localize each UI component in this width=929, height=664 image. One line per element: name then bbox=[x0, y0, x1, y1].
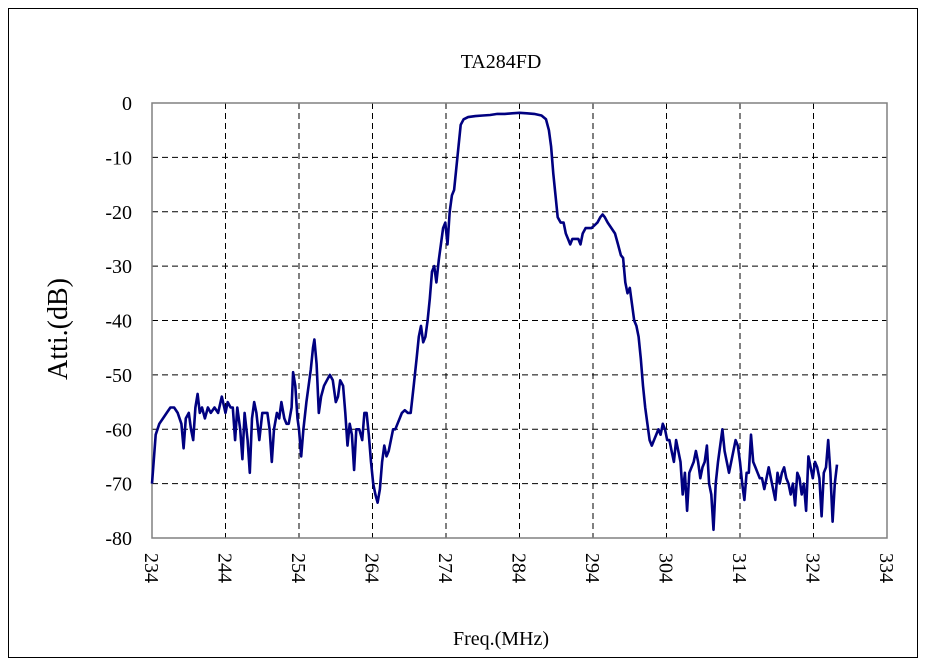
y-tick-label: -40 bbox=[105, 311, 132, 333]
y-tick-labels: 0 -10 -20 -30 -40 -50 -60 -70 -80 bbox=[105, 93, 132, 550]
x-tick-label: 254 bbox=[287, 553, 309, 583]
y-tick-label: 0 bbox=[122, 93, 132, 115]
x-tick-label: 284 bbox=[508, 553, 530, 583]
y-tick-label: -30 bbox=[105, 256, 132, 278]
x-tick-label: 324 bbox=[802, 553, 824, 583]
x-tick-label: 304 bbox=[655, 553, 677, 583]
x-tick-label: 294 bbox=[581, 553, 603, 583]
plot-area bbox=[151, 102, 888, 539]
x-tick-label: 234 bbox=[140, 553, 162, 583]
x-tick-label: 334 bbox=[875, 553, 897, 583]
y-tick-label: -50 bbox=[105, 365, 132, 387]
chart-title: TA284FD bbox=[461, 51, 542, 73]
x-tick-label: 264 bbox=[361, 553, 383, 583]
y-tick-label: -60 bbox=[105, 419, 132, 441]
y-axis-label: Atti.(dB) bbox=[43, 278, 74, 380]
chart-svg: TA284FD Atti.(dB) Freq.(MHz) 0 -10 -20 -30 -… bbox=[43, 51, 897, 650]
x-tick-labels: 234 244 254 264 274 284 294 304 314 324 334 bbox=[140, 553, 897, 583]
chart-frame: TA284FD Atti.(dB) Freq.(MHz) 0 -10 -20 -30 -… bbox=[8, 8, 918, 658]
y-tick-label: -20 bbox=[105, 202, 132, 224]
x-tick-label: 244 bbox=[214, 553, 236, 583]
y-tick-label: -80 bbox=[105, 528, 132, 550]
y-tick-label: -70 bbox=[105, 474, 132, 496]
x-tick-label: 274 bbox=[434, 553, 456, 583]
x-tick-label: 314 bbox=[728, 553, 750, 583]
x-axis-label: Freq.(MHz) bbox=[453, 628, 549, 650]
y-tick-label: -10 bbox=[105, 147, 132, 169]
series-layer bbox=[150, 111, 839, 532]
series-line bbox=[150, 111, 839, 532]
